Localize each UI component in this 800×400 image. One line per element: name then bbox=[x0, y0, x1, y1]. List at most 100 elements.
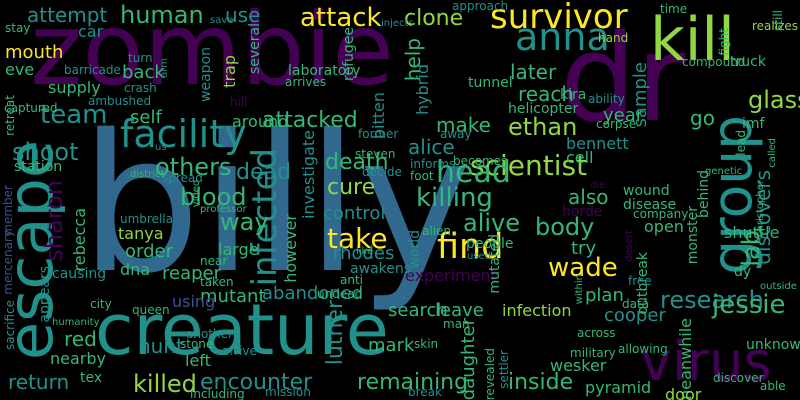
cloud-word: facility bbox=[120, 112, 247, 156]
cloud-word: encounter bbox=[200, 370, 313, 395]
cloud-word: remaining bbox=[357, 370, 469, 395]
cloud-word: later bbox=[510, 60, 557, 84]
cloud-word: glass bbox=[748, 86, 800, 114]
cloud-word: hill bbox=[230, 95, 248, 109]
cloud-word: death bbox=[325, 150, 389, 175]
cloud-word: sharon bbox=[40, 180, 68, 262]
cloud-word: luther bbox=[323, 300, 348, 366]
cloud-word: open bbox=[644, 217, 684, 236]
cloud-word: tanya bbox=[118, 224, 164, 243]
cloud-word: also bbox=[568, 185, 609, 209]
cloud-word: attack bbox=[300, 3, 382, 33]
cloud-word: within bbox=[574, 274, 585, 305]
cloud-word: head bbox=[436, 155, 511, 190]
cloud-word: around bbox=[232, 112, 289, 131]
cloud-word: member bbox=[1, 185, 15, 236]
cloud-word: fight bbox=[717, 28, 731, 56]
cloud-word: supply bbox=[48, 78, 101, 97]
cloud-word: order bbox=[125, 241, 173, 262]
cloud-word: arrives bbox=[285, 75, 327, 89]
cloud-word: take bbox=[327, 222, 388, 255]
cloud-word: spread bbox=[162, 171, 203, 185]
cloud-word: dead bbox=[236, 160, 291, 185]
cloud-word: killed bbox=[133, 370, 197, 398]
cloud-word: kill bbox=[650, 5, 735, 75]
cloud-word: former bbox=[358, 127, 399, 141]
cloud-word: reach bbox=[518, 82, 575, 106]
cloud-word: clone bbox=[404, 6, 464, 31]
cloud-word: city bbox=[90, 297, 112, 311]
cloud-word: compound bbox=[682, 55, 746, 69]
cloud-word: people bbox=[466, 236, 514, 252]
cloud-word: data bbox=[622, 297, 650, 311]
cloud-word: away bbox=[440, 127, 472, 141]
cloud-word: called bbox=[767, 138, 778, 168]
cloud-word: make bbox=[436, 113, 491, 137]
cloud-word: injects bbox=[381, 18, 414, 29]
cloud-word: desert bbox=[624, 230, 635, 262]
cloud-word: try bbox=[571, 238, 597, 259]
cloud-word: ability bbox=[588, 92, 625, 106]
cloud-word: alien bbox=[422, 224, 452, 238]
cloud-word: self bbox=[130, 107, 162, 128]
cloud-word: several bbox=[247, 23, 263, 75]
cloud-word: outside bbox=[760, 281, 797, 292]
cloud-word: go bbox=[690, 106, 715, 130]
cloud-word: dy bbox=[734, 264, 752, 280]
cloud-word: another bbox=[186, 327, 233, 341]
cloud-word: blood bbox=[180, 183, 247, 211]
cloud-word: disease bbox=[623, 197, 677, 213]
cloud-word: virus bbox=[640, 330, 772, 393]
cloud-word: save bbox=[210, 15, 234, 26]
cloud-word: cooper bbox=[604, 305, 666, 326]
cloud-word: anna bbox=[515, 15, 610, 59]
cloud-word: time bbox=[660, 2, 688, 16]
cloud-word: attempt bbox=[27, 3, 108, 27]
cloud-word: team bbox=[40, 100, 108, 130]
cloud-word: wesker bbox=[550, 356, 607, 375]
cloud-word: mutant bbox=[200, 286, 266, 307]
cloud-word: district bbox=[130, 169, 165, 180]
cloud-word: large bbox=[218, 240, 259, 259]
cloud-word: pyramid bbox=[585, 378, 652, 397]
cloud-word: man bbox=[443, 317, 470, 331]
cloud-word: zombie bbox=[30, 0, 394, 108]
cloud-word: kira bbox=[560, 87, 587, 103]
cloud-word: tunnel bbox=[468, 75, 513, 91]
cloud-word: experiment bbox=[405, 266, 497, 285]
cloud-word: still bbox=[771, 10, 785, 31]
cloud-word: able bbox=[760, 379, 786, 393]
cloud-word: abandoned bbox=[262, 283, 364, 304]
cloud-word: turn bbox=[128, 51, 153, 65]
cloud-word: mission bbox=[265, 385, 311, 399]
cloud-word: bennett bbox=[566, 134, 629, 153]
cloud-word: company bbox=[633, 207, 689, 221]
cloud-word: nearby bbox=[50, 349, 106, 368]
cloud-word: using bbox=[172, 292, 216, 311]
cloud-word: survivor bbox=[490, 0, 628, 37]
cloud-word: us bbox=[155, 142, 167, 153]
cloud-word: laboratory bbox=[288, 63, 361, 79]
cloud-word: mercenary bbox=[1, 230, 15, 295]
cloud-word: causing bbox=[52, 266, 107, 282]
cloud-word: eve bbox=[5, 60, 35, 79]
cloud-word: steven bbox=[355, 147, 396, 161]
cloud-word: across bbox=[577, 326, 616, 340]
cloud-word: stay bbox=[5, 21, 31, 35]
cloud-word: research bbox=[660, 286, 764, 314]
cloud-word: truck bbox=[730, 54, 766, 70]
cloud-word: cell bbox=[566, 148, 594, 167]
cloud-word: hybrid bbox=[413, 64, 432, 115]
cloud-word: die bbox=[590, 180, 606, 191]
cloud-word: alive bbox=[463, 209, 521, 237]
cloud-word: way bbox=[220, 208, 269, 236]
cloud-word: including bbox=[190, 387, 245, 400]
cloud-word: year bbox=[603, 105, 644, 126]
cloud-word: anti bbox=[340, 273, 363, 287]
cloud-word: attacked bbox=[262, 108, 358, 133]
cloud-word: stone bbox=[180, 337, 214, 351]
cloud-word: leave bbox=[435, 300, 484, 321]
cloud-word: approach bbox=[452, 0, 509, 13]
cloud-word: dna bbox=[120, 260, 151, 279]
cloud-word: control bbox=[323, 203, 386, 224]
